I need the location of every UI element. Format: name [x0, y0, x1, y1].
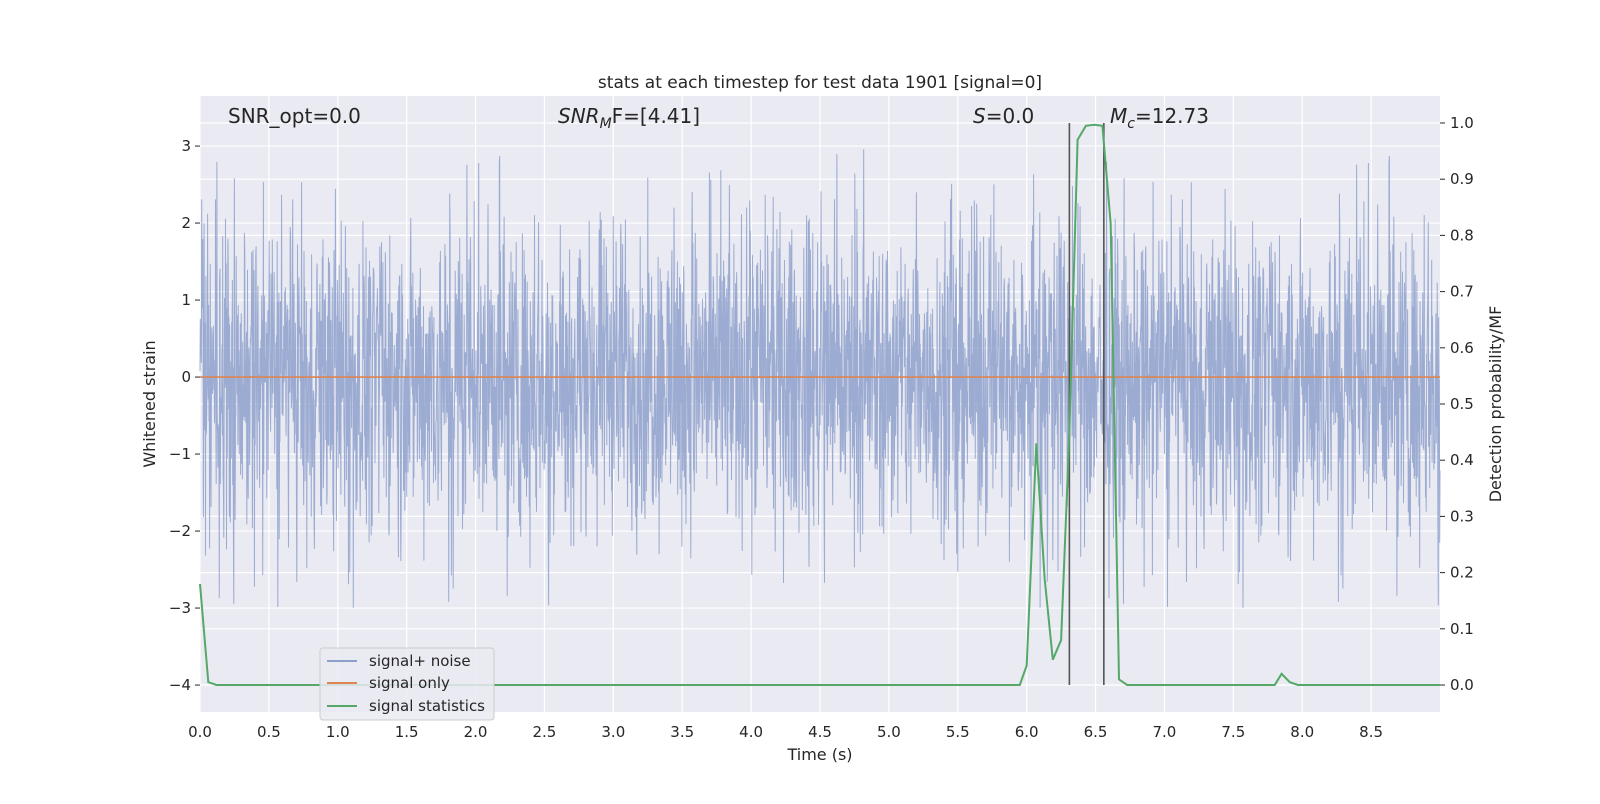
y2-tick-label: 0.2: [1450, 564, 1474, 582]
x-tick-label: 4.0: [739, 723, 763, 741]
y2-tick-label: 0.5: [1450, 395, 1474, 413]
x-tick-label: 0.0: [188, 723, 212, 741]
y-tick-label: −4: [169, 676, 191, 694]
legend-box: [319, 647, 495, 721]
y2-axis-label: Detection probability/MF: [1486, 306, 1505, 503]
y2-tick-label: 0.6: [1450, 339, 1474, 357]
y-tick-label: −3: [169, 599, 191, 617]
x-tick-label: 6.5: [1084, 723, 1108, 741]
series-signal-statistics: [199, 123, 1440, 686]
y-tick-label: 1: [181, 291, 191, 309]
x-tick-label: 5.5: [946, 723, 970, 741]
y-tick-label: 0: [181, 368, 191, 386]
legend-label-signal-statistics: signal statistics: [369, 697, 485, 715]
y2-tick-label: 0.4: [1450, 451, 1474, 469]
x-tick-label: 8.5: [1359, 723, 1383, 741]
x-tick-label: 4.5: [808, 723, 832, 741]
y2-tick-label: 1.0: [1450, 114, 1474, 132]
y-tick-label: −2: [169, 522, 191, 540]
chart-title: stats at each timestep for test data 190…: [598, 73, 1042, 93]
y2-tick-label: 0.1: [1450, 620, 1474, 638]
x-tick-label: 2.0: [464, 723, 488, 741]
x-tick-label: 1.0: [326, 723, 350, 741]
annotation-s: S=0.0: [973, 104, 1034, 128]
y2-tick-label: 0.8: [1450, 226, 1474, 244]
annotation-snr-opt: SNR_opt=0.0: [228, 104, 361, 128]
y2-tick-label: 0.7: [1450, 283, 1474, 301]
x-axis-label: Time (s): [786, 745, 852, 764]
y-tick-label: −1: [169, 445, 191, 463]
x-tick-label: 2.5: [533, 723, 557, 741]
annotation-mc: Mc=12.73: [1110, 104, 1209, 132]
legend-label-signal-noise: signal+ noise: [369, 652, 471, 670]
legend: signal+ noise signal only signal statist…: [319, 647, 495, 721]
x-axis-ticks: 0.0 0.5 1.0 1.5 2.0 2.5 3.0 3.5 4.0 4.5 5.0 5.5 6.0 6…: [188, 723, 1383, 741]
y-axis-ticks: 3 2 1 0 −1 −2 −3 −4: [169, 137, 200, 694]
noise-trace: [199, 149, 1441, 608]
x-tick-label: 0.5: [257, 723, 281, 741]
overlays: [199, 122, 1440, 686]
x-tick-label: 7.5: [1221, 723, 1245, 741]
y-axis-label: Whitened strain: [140, 340, 159, 467]
y2-axis-ticks: 1.0 0.9 0.8 0.7 0.6 0.5 0.4 0.3 0.2 0.1 0.0: [1440, 114, 1474, 694]
x-tick-label: 3.5: [670, 723, 694, 741]
x-tick-label: 5.0: [877, 723, 901, 741]
y2-tick-label: 0.3: [1450, 507, 1474, 525]
x-tick-label: 3.0: [601, 723, 625, 741]
x-tick-label: 6.0: [1015, 723, 1039, 741]
y-tick-label: 3: [181, 137, 191, 155]
legend-label-signal-only: signal only: [369, 674, 450, 692]
y2-tick-label: 0.0: [1450, 676, 1474, 694]
x-tick-label: 7.0: [1153, 723, 1177, 741]
x-tick-label: 8.0: [1290, 723, 1314, 741]
series-signal-noise: [199, 149, 1441, 608]
y2-tick-label: 0.9: [1450, 170, 1474, 188]
y-tick-label: 2: [181, 214, 191, 232]
x-tick-label: 1.5: [395, 723, 419, 741]
annotation-snr-mf: SNRMF=[4.41]: [558, 104, 700, 132]
